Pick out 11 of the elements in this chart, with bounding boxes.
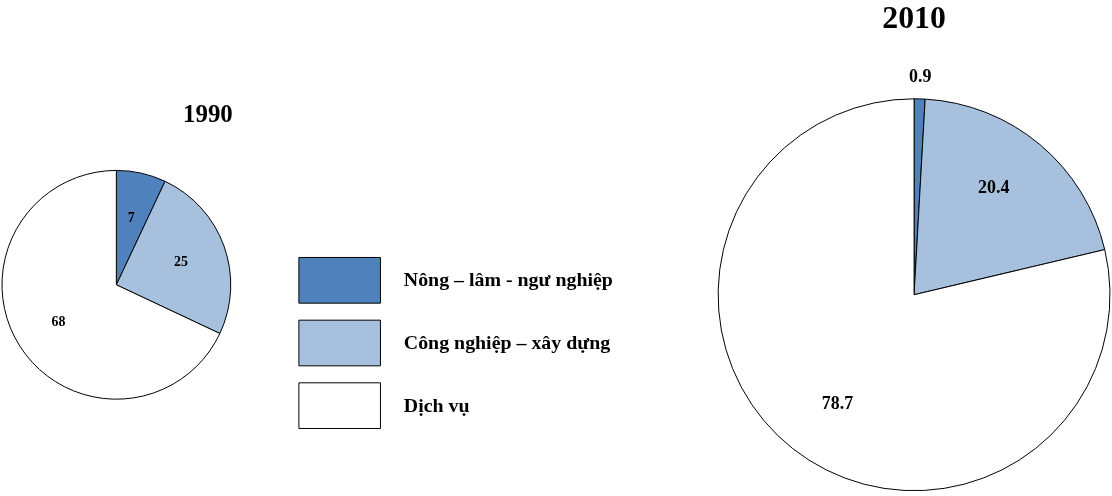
legend-label: Công nghiệp – xây dựng [403, 330, 611, 353]
slice-label: 2010 [882, 0, 946, 36]
data-label: 20.4 [978, 176, 1010, 197]
data-label: 25 [173, 253, 188, 269]
data-label: 68 [51, 313, 66, 329]
legend-label: Dịch vụ [403, 393, 470, 416]
legend-label: Nông – lâm - ngư nghiệp [403, 268, 613, 291]
slice-label: 1990 [183, 99, 233, 127]
data-label: 7 [127, 209, 135, 225]
data-label: 78.7 [821, 392, 854, 413]
data-label: 0.9 [909, 65, 932, 86]
